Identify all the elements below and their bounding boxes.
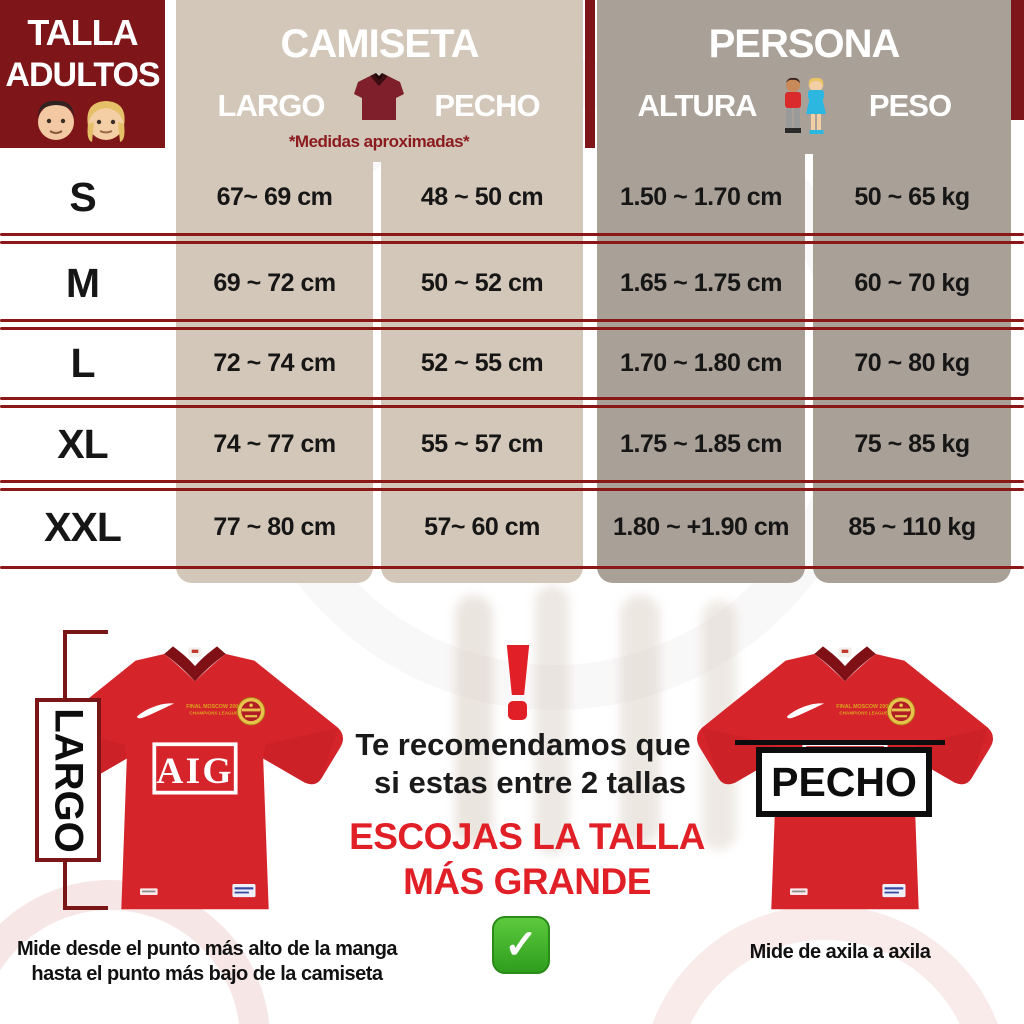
- man-woman-icon: [37, 100, 125, 142]
- largo-label: LARGO: [46, 707, 91, 853]
- header-divider-strip: [585, 0, 595, 148]
- pecho-label-box: PECHO: [756, 747, 932, 817]
- corner-title-line1: TALLA: [27, 12, 138, 53]
- peso-column-title: PESO: [868, 88, 952, 123]
- row-altura: 1.65 ~ 1.75 cm: [620, 269, 782, 297]
- row-size: S: [69, 174, 96, 220]
- largo-column-strip: [176, 158, 373, 583]
- advice-line2: si estas entre 2 tallas: [374, 765, 686, 800]
- largo-caption-line1: Mide desde el punto más alto de la manga: [16, 938, 398, 960]
- row-altura: 1.70 ~ 1.80 cm: [620, 349, 782, 377]
- pecho-caption: Mide de axila a axila: [749, 941, 931, 963]
- altura-column-strip: [597, 150, 805, 583]
- largo-measure-tick-bottom: [63, 906, 108, 910]
- row-peso: 85 ~ 110 kg: [848, 513, 976, 541]
- row-largo: 72 ~ 74 cm: [213, 349, 336, 377]
- row-separator: [0, 405, 1024, 408]
- advice-highlight-line1: ESCOJAS LA TALLA: [349, 816, 705, 857]
- row-peso: 70 ~ 80 kg: [854, 349, 970, 377]
- camiseta-group-title: CAMISETA: [280, 22, 480, 66]
- table-bottom-line: [0, 566, 1024, 569]
- row-peso: 75 ~ 85 kg: [854, 430, 970, 458]
- shirt-icon: [354, 73, 404, 120]
- largo-label-box: LARGO: [35, 698, 101, 862]
- advice-line1: Te recomendamos que: [355, 727, 691, 762]
- row-size: M: [65, 260, 100, 306]
- row-pecho: 50 ~ 52 cm: [420, 269, 544, 297]
- row-separator: [0, 233, 1024, 236]
- row-pecho: 55 ~ 57 cm: [420, 430, 544, 458]
- largo-column-title: LARGO: [217, 88, 326, 123]
- check-glyph: ✓: [504, 923, 538, 967]
- table-row: XL 74 ~ 77 cm 55 ~ 57 cm 1.75 ~ 1.85 cm …: [0, 408, 1024, 480]
- largo-measure-tick-top: [63, 630, 108, 634]
- row-largo: 77 ~ 80 cm: [213, 513, 336, 541]
- row-separator: [0, 480, 1024, 483]
- boy-girl-icon: [785, 77, 826, 134]
- largo-caption-line2: hasta el punto más bajo de la camiseta: [31, 963, 383, 985]
- row-peso: 50 ~ 65 kg: [854, 183, 970, 211]
- pecho-measure-line: [735, 740, 945, 745]
- club-crest: [886, 697, 916, 726]
- row-peso: 60 ~ 70 kg: [854, 269, 970, 297]
- row-altura: 1.80 ~ +1.90 cm: [613, 513, 789, 541]
- exclamation-icon: [506, 645, 530, 695]
- row-size: L: [70, 340, 95, 386]
- altura-column-title: ALTURA: [637, 88, 757, 123]
- jersey-embroidery-line1: FINAL MOSCOW 2008: [836, 704, 891, 710]
- row-separator: [0, 319, 1024, 322]
- row-largo: 74 ~ 77 cm: [213, 430, 336, 458]
- check-icon: ✓: [492, 916, 550, 974]
- measures-note: *Medidas aproximadas*: [288, 132, 470, 151]
- row-size: XL: [57, 421, 108, 467]
- club-crest: [236, 697, 266, 726]
- row-pecho: 57~ 60 cm: [424, 513, 540, 541]
- row-separator: [0, 241, 1024, 244]
- table-row: XXL 77 ~ 80 cm 57~ 60 cm 1.80 ~ +1.90 cm…: [0, 491, 1024, 563]
- jersey-embroidery-line1: FINAL MOSCOW 2008: [186, 704, 241, 710]
- pecho-column-strip: [381, 158, 583, 583]
- row-largo: 69 ~ 72 cm: [213, 269, 336, 297]
- row-altura: 1.50 ~ 1.70 cm: [620, 183, 782, 211]
- table-row: S 67~ 69 cm 48 ~ 50 cm 1.50 ~ 1.70 cm 50…: [0, 158, 1024, 236]
- watermark-streak: [535, 585, 569, 855]
- watermark-streak: [455, 595, 493, 845]
- corner-title-line2: ADULTOS: [5, 56, 160, 94]
- pecho-column-title: PECHO: [434, 88, 540, 123]
- peso-column-strip: [813, 150, 1011, 583]
- jersey-embroidery-line2: CHAMPIONS LEAGUE: [839, 711, 888, 716]
- watermark-streak: [620, 595, 660, 845]
- jersey-embroidery-line2: CHAMPIONS LEAGUE: [189, 711, 238, 716]
- advice-highlight-line2: MÁS GRANDE: [403, 861, 651, 902]
- row-largo: 67~ 69 cm: [216, 183, 333, 211]
- corner-title-block: [0, 0, 165, 148]
- row-altura: 1.75 ~ 1.85 cm: [620, 430, 782, 458]
- pecho-label: PECHO: [771, 758, 917, 805]
- jersey-sponsor: AIG: [156, 751, 233, 792]
- persona-header-panel: [597, 0, 1011, 154]
- row-size: XXL: [44, 504, 122, 550]
- header-right-strip: [1011, 0, 1024, 120]
- table-row: M 69 ~ 72 cm 50 ~ 52 cm 1.65 ~ 1.75 cm 6…: [0, 246, 1024, 320]
- row-pecho: 48 ~ 50 cm: [420, 183, 544, 211]
- row-separator: [0, 327, 1024, 330]
- persona-group-title: PERSONA: [708, 22, 901, 66]
- row-pecho: 52 ~ 55 cm: [420, 349, 544, 377]
- row-separator: [0, 488, 1024, 491]
- row-separator: [0, 397, 1024, 400]
- table-row: L 72 ~ 74 cm 52 ~ 55 cm 1.70 ~ 1.80 cm 7…: [0, 330, 1024, 396]
- exclamation-icon-dot: [508, 701, 527, 720]
